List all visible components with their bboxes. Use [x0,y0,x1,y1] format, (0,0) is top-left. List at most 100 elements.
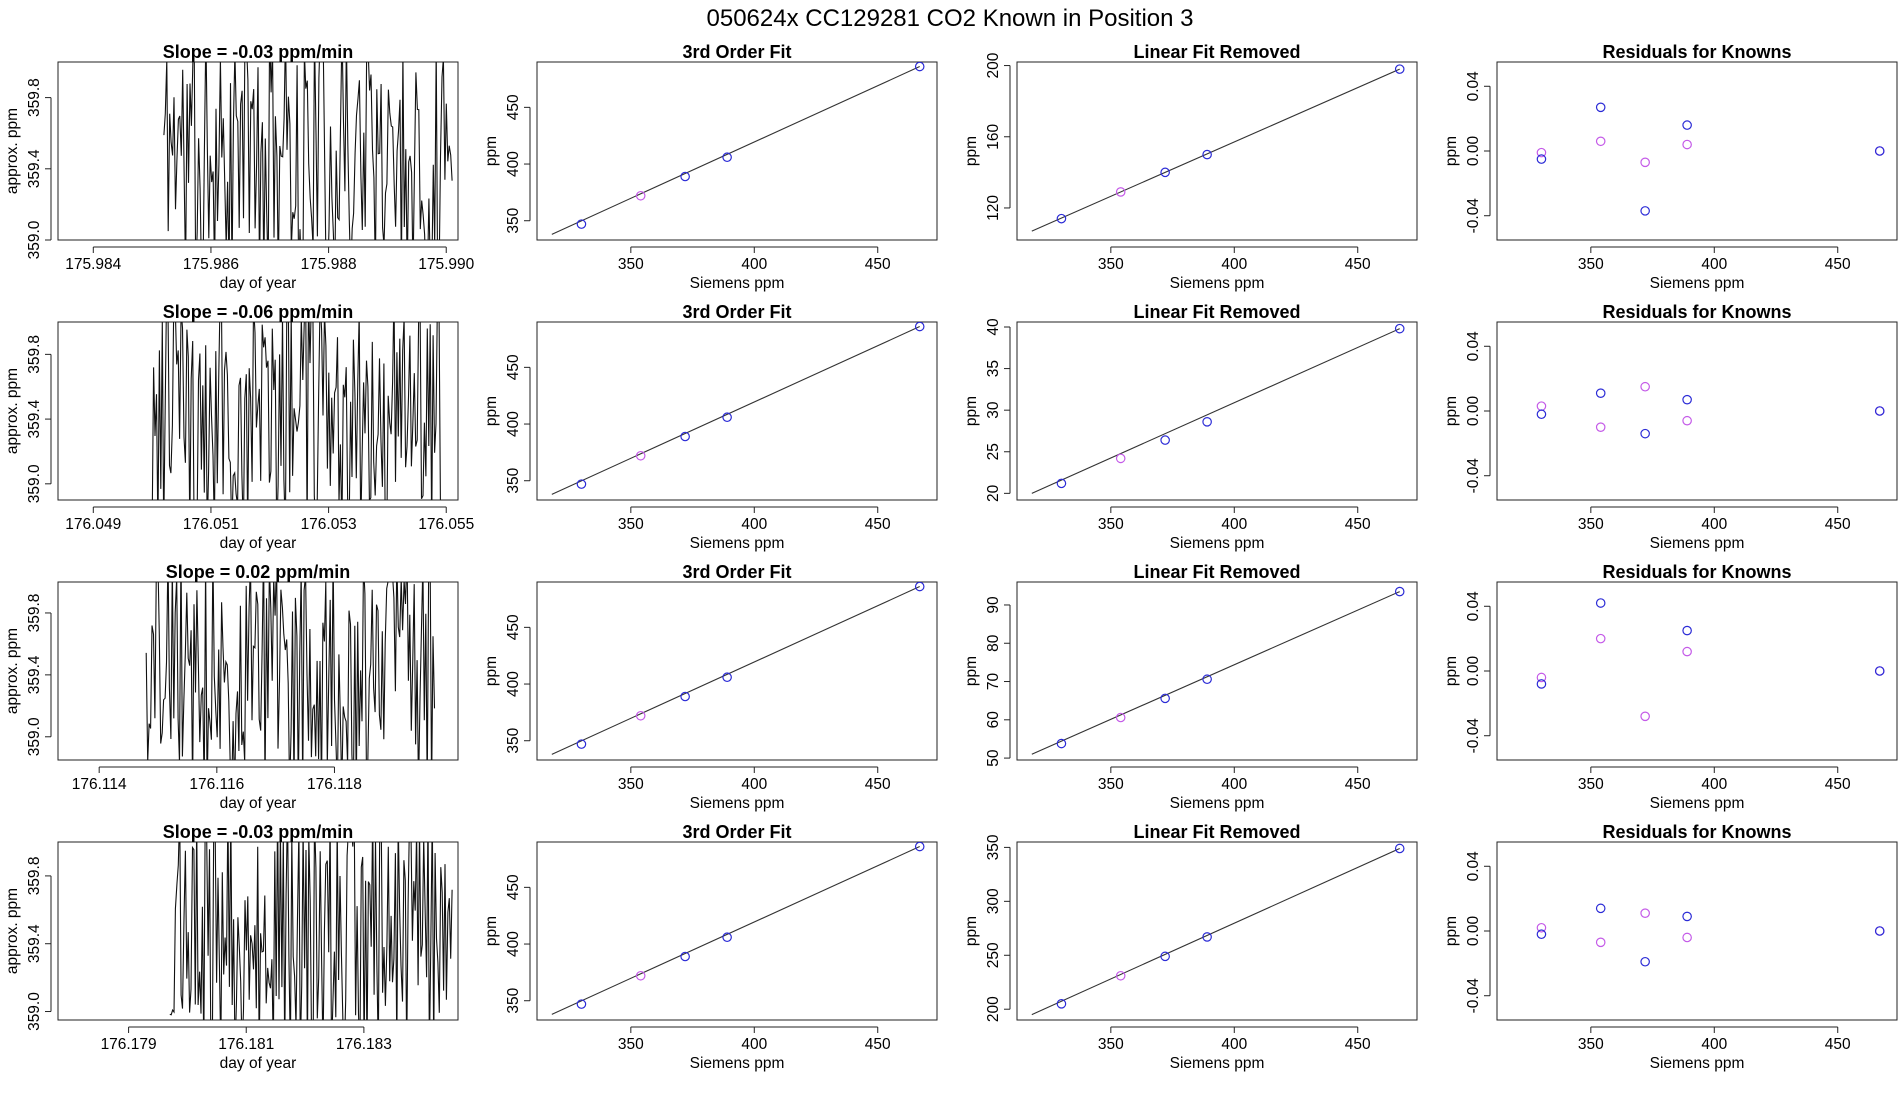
y-tick-label: 30 [985,401,1002,419]
data-point-blue [1536,679,1547,689]
data-point-violet [1536,147,1547,158]
x-axis-label: Siemens ppm [690,795,785,812]
fit-line [551,326,920,495]
plot-data [151,322,441,500]
x-tick-label: 176.116 [189,776,244,793]
x-tick-label: 176.049 [65,516,121,533]
y-tick-label: 35 [985,360,1002,377]
data-point-blue [914,322,925,332]
plot-data [1536,903,1885,967]
panel-r3-c3: Residuals for Knowns 350 400 450 Siemens ppm… [1443,822,1898,1072]
data-point-blue [576,999,587,1009]
plot-data [1536,381,1885,439]
y-axis-label: ppm [963,916,980,946]
x-tick-label: 350 [1578,516,1604,533]
y-tick-label: 350 [985,834,1002,860]
plot-frame [1016,61,1418,241]
x-tick-label: 175.990 [418,256,474,273]
y-tick-label: 359.0 [26,464,43,503]
y-tick-label: 0.04 [1465,71,1482,102]
panel-r1-c3: Residuals for Knowns 350 400 450 Siemens ppm… [1443,302,1898,552]
data-point-blue [1202,932,1212,942]
data-point-blue [1202,149,1212,160]
data-point-blue [914,842,925,852]
data-point-violet [635,970,646,981]
data-point-blue [1160,435,1170,445]
data-point-blue [914,62,925,72]
x-tick-label: 400 [1221,1036,1247,1053]
plot-frame [57,61,459,241]
data-point-blue [680,951,690,962]
x-tick-label: 350 [618,1036,644,1053]
y-axis-label: ppm [483,656,500,686]
y-tick-label: 250 [985,942,1002,968]
data-point-violet [635,710,646,721]
data-point-violet [1595,937,1606,948]
x-tick-label: 450 [865,256,891,273]
x-tick-label: 400 [1701,256,1727,273]
x-axis-label: day of year [220,1055,297,1072]
y-tick-label: 359.8 [26,857,43,896]
y-tick-label: 200 [985,52,1002,78]
data-point-blue [1874,926,1885,936]
x-tick-label: 175.986 [183,256,239,273]
data-point-blue [1640,206,1650,216]
x-tick-label: 400 [1221,516,1247,533]
y-tick-label: 350 [505,987,522,1013]
data-point-blue [1394,843,1405,854]
x-tick-label: 176.179 [101,1036,157,1053]
x-axis-label: Siemens ppm [690,275,785,292]
data-point-violet [1682,932,1692,943]
data-point-violet [1115,712,1126,723]
data-point-violet [1595,136,1606,147]
x-axis-label: day of year [220,275,297,292]
data-point-blue [722,412,732,423]
data-point-blue [1595,598,1606,608]
y-tick-label: 450 [505,614,522,640]
x-tick-label: 350 [1098,256,1124,273]
x-tick-label: 350 [1098,516,1124,533]
panel-title: Residuals for Knowns [1602,42,1791,62]
data-point-blue [1595,102,1606,113]
x-tick-label: 400 [741,256,767,273]
y-tick-label: 359.4 [26,655,43,694]
data-point-blue [1536,929,1547,940]
plot-data [1536,102,1885,216]
y-tick-label: 359.8 [26,335,43,374]
data-point-blue [1595,388,1606,398]
x-tick-label: 450 [1825,776,1851,793]
data-point-violet [1640,908,1650,918]
panel-title: Slope = 0.02 ppm/min [166,562,351,582]
x-axis-label: Siemens ppm [1650,535,1745,552]
y-tick-label: 350 [505,207,522,233]
y-tick-label: 200 [985,996,1002,1022]
plot-data [145,582,436,760]
data-point-blue [1682,394,1692,405]
plot-data [551,62,925,235]
data-point-blue [1536,409,1547,420]
plot-frame [1016,321,1418,501]
plot-frame [1496,581,1898,761]
y-axis-label: ppm [1443,656,1460,686]
fit-line [1031,591,1400,755]
x-tick-label: 350 [1578,776,1604,793]
plot-data [1031,64,1405,232]
data-point-blue [680,431,690,442]
y-tick-label: 0.04 [1465,331,1482,362]
plot-frame [536,321,938,501]
y-tick-label: -0.04 [1465,198,1482,234]
figure-title: 050624x CC129281 CO2 Known in Position 3 [707,5,1194,32]
panel-r0-c3: Residuals for Knowns 350 400 450 Siemens ppm… [1443,42,1898,292]
x-tick-label: 450 [1345,776,1371,793]
x-axis-label: Siemens ppm [1170,795,1265,812]
data-point-blue [722,932,732,943]
plot-data [163,62,453,240]
x-tick-label: 176.055 [418,516,474,533]
data-point-blue [1056,213,1067,224]
plot-data [169,842,453,1020]
x-axis-label: Siemens ppm [1650,1055,1745,1072]
x-tick-label: 450 [1345,256,1371,273]
data-point-violet [1115,453,1126,464]
panel-title: 3rd Order Fit [682,302,791,322]
panel-r3-c1: 3rd Order Fit 350 400 450 Siemens ppm 350 400 4… [483,822,938,1072]
